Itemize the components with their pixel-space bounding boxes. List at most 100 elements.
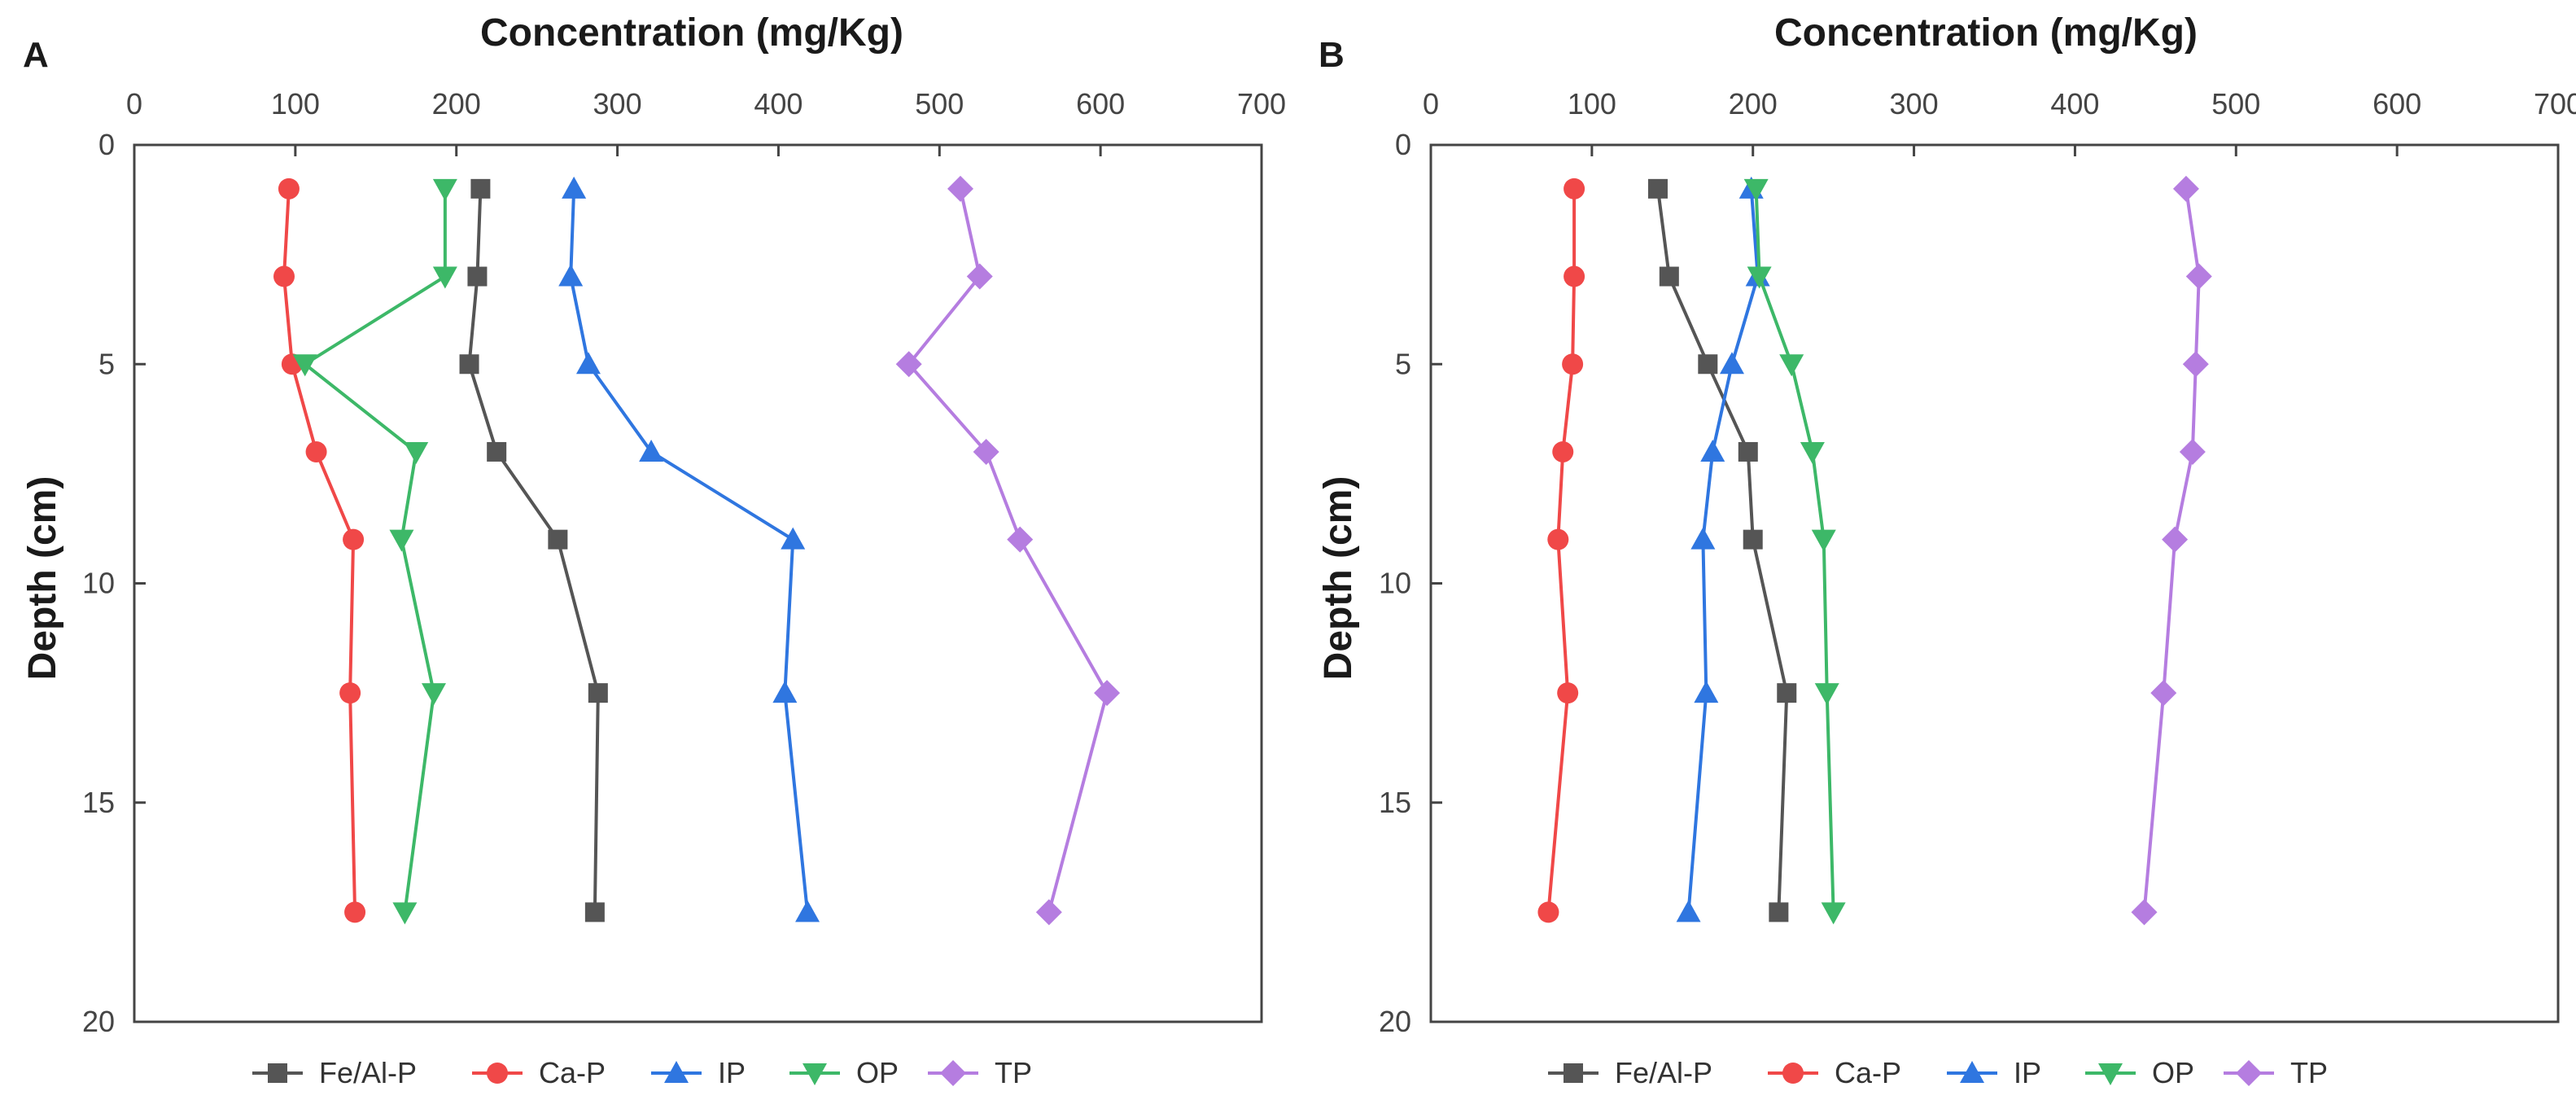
data-point: [588, 683, 608, 703]
x-tick-label: 300: [1890, 87, 1939, 121]
y-tick-label: 0: [1395, 128, 1411, 161]
x-axis-title: Concentration (mg/Kg): [1774, 11, 2198, 55]
data-point: [1676, 900, 1701, 922]
series-ca-p: [273, 177, 366, 923]
y-axis-title: Depth (cm): [1317, 476, 1360, 681]
data-point: [292, 354, 317, 377]
legend-label: TP: [2290, 1056, 2328, 1089]
data-point: [1800, 441, 1825, 464]
data-point: [966, 263, 993, 290]
x-tick-label: 500: [915, 87, 964, 121]
legend-item: Fe/Al-P: [252, 1056, 417, 1089]
data-point: [2179, 438, 2206, 465]
data-point: [404, 441, 429, 464]
legend-label: OP: [856, 1056, 899, 1089]
data-point: [1562, 353, 1584, 375]
data-point: [1035, 899, 1062, 926]
y-tick-label: 10: [1379, 567, 1411, 600]
legend-label: TP: [995, 1056, 1032, 1089]
y-tick-label: 15: [1379, 786, 1411, 819]
legend-label: Fe/Al-P: [319, 1056, 417, 1089]
data-point: [1537, 901, 1559, 923]
data-point: [339, 682, 361, 704]
data-point: [1694, 681, 1719, 703]
y-tick-label: 20: [1379, 1005, 1411, 1038]
series-line: [467, 188, 600, 913]
data-point: [1564, 265, 1585, 287]
legend-marker: [803, 1063, 827, 1085]
y-tick-label: 20: [82, 1005, 115, 1038]
data-point: [467, 266, 488, 287]
legend-item: IP: [651, 1056, 746, 1089]
data-point: [947, 175, 974, 202]
data-point: [2185, 263, 2212, 290]
data-point: [1557, 682, 1579, 704]
x-tick-label: 300: [593, 87, 642, 121]
data-point: [1738, 441, 1758, 462]
x-tick-label: 0: [1423, 87, 1439, 121]
legend-label: IP: [2014, 1056, 2041, 1089]
data-point: [1814, 683, 1839, 706]
data-point: [1007, 526, 1034, 553]
legend-label: IP: [718, 1056, 746, 1089]
x-tick-label: 400: [2050, 87, 2099, 121]
x-tick-label: 600: [1076, 87, 1125, 121]
x-tick-label: 500: [2211, 87, 2260, 121]
data-point: [487, 441, 507, 462]
legend-marker: [1782, 1063, 1804, 1084]
data-point: [1777, 683, 1797, 703]
legend-label: OP: [2152, 1056, 2194, 1089]
legend-marker: [487, 1063, 508, 1084]
series-ca-p: [1537, 177, 1585, 923]
data-point: [1552, 440, 1574, 462]
data-point: [1547, 528, 1569, 550]
data-point: [2172, 175, 2199, 202]
x-axis-title: Concentration (mg/Kg): [480, 11, 903, 55]
x-tick-label: 700: [1237, 87, 1286, 121]
data-point: [548, 529, 568, 550]
data-point: [1647, 178, 1668, 199]
data-point: [1743, 529, 1763, 550]
data-point: [772, 681, 798, 703]
data-point: [1700, 439, 1725, 462]
x-tick-label: 100: [1568, 87, 1616, 121]
data-point: [432, 266, 457, 289]
data-point: [459, 354, 479, 375]
x-tick-label: 200: [432, 87, 481, 121]
series-line: [907, 188, 1109, 913]
x-tick-label: 400: [754, 87, 803, 121]
data-point: [470, 178, 491, 199]
data-point: [639, 439, 664, 462]
legend: Fe/Al-P Ca-P IP OP TP: [252, 1056, 1032, 1089]
x-tick-label: 0: [126, 87, 142, 121]
data-point: [1564, 177, 1585, 199]
data-point: [305, 440, 327, 462]
data-point: [1690, 527, 1716, 550]
data-point: [273, 265, 295, 287]
series-line: [303, 188, 447, 913]
data-point: [1779, 354, 1804, 377]
legend-marker: [268, 1063, 287, 1083]
legend-label: Ca-P: [539, 1056, 606, 1089]
legend-item: TP: [2224, 1056, 2328, 1089]
data-point: [2182, 351, 2209, 378]
data-point: [344, 901, 366, 923]
legend-item: IP: [1947, 1056, 2041, 1089]
legend-item: Fe/Al-P: [1548, 1056, 1712, 1089]
legend-marker: [1960, 1061, 1984, 1083]
y-tick-label: 0: [98, 128, 115, 161]
data-point: [278, 177, 300, 199]
legend-item: OP: [789, 1056, 899, 1089]
data-point: [575, 352, 601, 375]
series-op: [1743, 178, 1846, 925]
series-fe-al-p: [1647, 178, 1797, 922]
x-tick-label: 100: [271, 87, 320, 121]
data-point: [432, 178, 457, 201]
series-ip: [558, 176, 820, 922]
plot-area: [133, 143, 1263, 1023]
series-fe-al-p: [459, 178, 608, 922]
legend-label: Ca-P: [1835, 1056, 1901, 1089]
y-tick-label: 15: [82, 786, 115, 819]
legend-label: Fe/Al-P: [1615, 1056, 1712, 1089]
